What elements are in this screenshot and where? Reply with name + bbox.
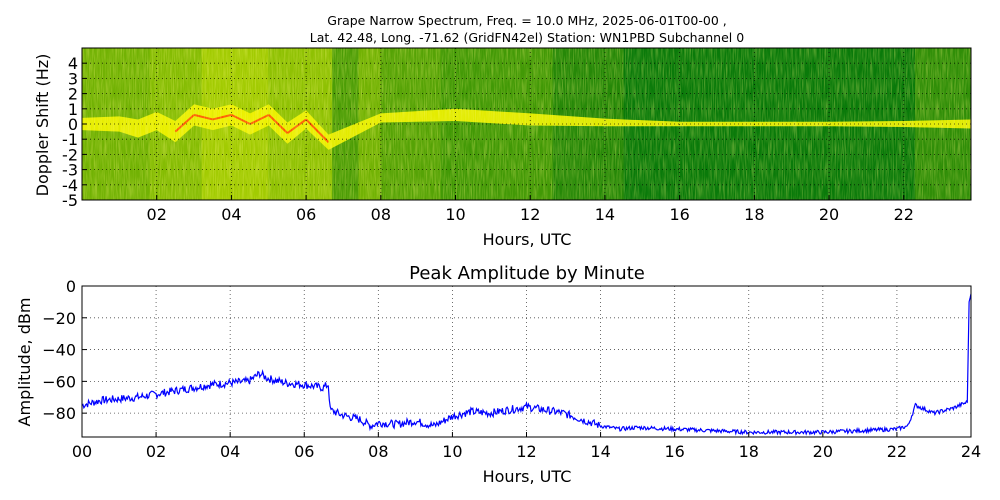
amplitude-x-tick-label: 04 [220,442,240,461]
spectrogram-grid [82,48,971,200]
amplitude-y-tick-label: −80 [42,404,76,423]
spectrogram-y-tick-label: 4 [68,54,78,73]
spectrogram-y-tick-label: -5 [62,191,78,210]
spectrogram-x-tick-label: 10 [445,205,465,224]
spectrogram-x-tick-label: 14 [595,205,615,224]
spectrogram-x-tick-label: 18 [744,205,764,224]
spectrogram-x-tick-label: 02 [147,205,167,224]
spectrogram-x-tick-label: 12 [520,205,540,224]
amplitude-x-tick-label: 20 [813,442,833,461]
spectrogram-x-tick-label: 06 [296,205,316,224]
spectrogram-y-tick-label: -4 [62,176,78,195]
spectrogram-y-tick-label: 1 [68,100,78,119]
amplitude-chart: Peak Amplitude by Minute 00 02 04 06 08 10 12 1… [15,263,981,486]
spectrogram-y-tick-label: -1 [62,130,78,149]
spectrogram-title-line-1: Grape Narrow Spectrum, Freq. = 10.0 MHz,… [327,13,726,28]
amplitude-x-tick-label: 18 [739,442,759,461]
amplitude-title: Peak Amplitude by Minute [409,263,645,284]
amplitude-y-tick-label: −60 [42,372,76,391]
amplitude-x-tick-label: 24 [961,442,981,461]
spectrogram-y-tick-label: 0 [68,115,78,134]
amplitude-x-tick-label: 06 [294,442,314,461]
amplitude-y-tick-label: 0 [66,277,76,296]
spectrogram-x-ticks: 02 04 06 08 10 12 14 16 18 20 22 [147,195,914,224]
spectrogram-chart: Grape Narrow Spectrum, Freq. = 10.0 MHz,… [33,13,972,249]
spectrogram-y-tick-label: 3 [68,69,78,88]
amplitude-x-tick-label: 10 [442,442,462,461]
amplitude-x-ticks: 00 02 04 06 08 10 12 14 16 18 20 22 24 [72,432,981,461]
amplitude-y-tick-label: −40 [42,341,76,360]
spectrogram-title-line-2: Lat. 42.48, Long. -71.62 (GridFN42el) St… [310,30,744,45]
spectrogram-x-tick-label: 08 [371,205,391,224]
spectrogram-y-axis-label: Doppler Shift (Hz) [33,54,52,197]
amplitude-plot-background [82,286,971,437]
spectrogram-y-tick-label: -2 [62,145,78,164]
spectrogram-y-tick-label: 2 [68,85,78,104]
spectrogram-x-tick-label: 04 [221,205,241,224]
spectrogram-x-tick-label: 22 [894,205,914,224]
spectrogram-x-axis-label: Hours, UTC [483,230,572,249]
spectrogram-plot-area [82,48,971,200]
amplitude-x-tick-label: 02 [146,442,166,461]
amplitude-x-tick-label: 22 [887,442,907,461]
amplitude-y-axis-label: Amplitude, dBm [15,298,34,427]
spectrogram-x-tick-label: 16 [669,205,689,224]
amplitude-x-tick-label: 14 [590,442,610,461]
spectrogram-x-tick-label: 20 [819,205,839,224]
amplitude-x-axis-label: Hours, UTC [483,467,572,486]
amplitude-series-line [82,293,971,436]
amplitude-x-tick-label: 16 [664,442,684,461]
amplitude-y-tick-label: −20 [42,309,76,328]
amplitude-x-tick-label: 00 [72,442,92,461]
amplitude-x-tick-label: 12 [516,442,536,461]
amplitude-x-tick-label: 08 [368,442,388,461]
spectrogram-y-tick-label: -3 [62,161,78,180]
amplitude-y-ticks: 0 −20 −40 −60 −80 [42,277,87,423]
